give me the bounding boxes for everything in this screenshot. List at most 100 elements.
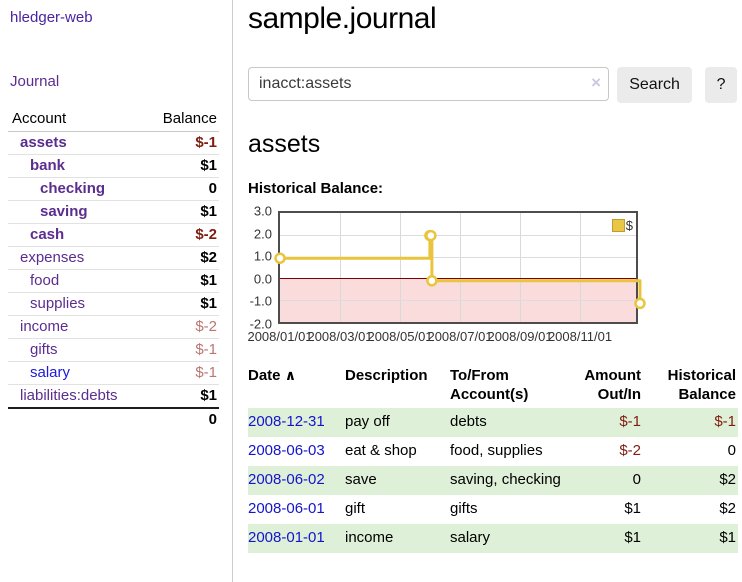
account-link-food[interactable]: food: [30, 272, 60, 289]
transaction-balance: $-1: [714, 413, 736, 430]
chart-title: Historical Balance:: [248, 180, 384, 197]
account-balance: $1: [144, 384, 219, 409]
transaction-balance: 0: [727, 442, 736, 459]
transaction-amount: 0: [632, 471, 641, 488]
transaction-amount: $-1: [619, 413, 641, 430]
help-button[interactable]: ?: [705, 67, 737, 103]
search-form: × Search ?: [248, 67, 737, 103]
register-header-date[interactable]: Date ∧: [248, 364, 345, 408]
transaction-date-link[interactable]: 2008-06-02: [248, 471, 325, 488]
transaction-balance: $2: [719, 500, 736, 517]
transaction-amount: $-2: [619, 442, 641, 459]
gridline: [340, 213, 341, 322]
register-row: 2008-01-01 income salary $1 $1: [248, 524, 738, 553]
clear-search-icon[interactable]: ×: [591, 73, 601, 92]
sidebar-item-journal[interactable]: Journal: [10, 73, 60, 90]
search-input[interactable]: [248, 67, 609, 101]
account-link-salary[interactable]: salary: [30, 364, 71, 381]
transaction-date-link[interactable]: 2008-12-31: [248, 413, 325, 430]
account-row-liabilities-debts: liabilities:debts $1: [8, 384, 219, 409]
transaction-balance: $2: [719, 471, 736, 488]
transaction-accounts: gifts: [450, 500, 478, 517]
transaction-amount: $1: [624, 500, 641, 517]
account-link-gifts[interactable]: gifts: [30, 341, 58, 358]
gridline: [280, 234, 636, 236]
main-content: sample.journal × Search ? assets Histori…: [233, 0, 742, 582]
account-row-bank: bank $1: [8, 154, 219, 178]
data-point-marker: [274, 252, 286, 264]
y-tick-label: 2.0: [253, 226, 272, 242]
transaction-date-link[interactable]: 2008-06-01: [248, 500, 325, 517]
account-balance: $1: [144, 292, 219, 316]
account-row-supplies: supplies $1: [8, 292, 219, 316]
x-tick-label: 2008/11/01: [547, 329, 613, 344]
register-header-balance: Historical Balance: [667, 367, 736, 403]
zero-baseline: [280, 278, 636, 280]
account-link-supplies[interactable]: supplies: [30, 295, 86, 312]
transaction-date-link[interactable]: 2008-06-03: [248, 442, 325, 459]
page-title: sample.journal: [248, 2, 437, 35]
account-row-expenses: expenses $2: [8, 246, 219, 270]
gridline: [400, 213, 401, 322]
y-tick-label: -2.0: [249, 316, 272, 332]
account-row-cash: cash $-2: [8, 223, 219, 247]
transaction-description: pay off: [345, 413, 390, 430]
y-tick-label: 0.0: [253, 271, 272, 287]
data-point-markers: [274, 229, 646, 310]
accounts-header-account: Account: [8, 107, 145, 132]
data-point-marker: [634, 297, 646, 310]
data-point-marker: [425, 229, 437, 242]
account-link-expenses[interactable]: expenses: [20, 249, 85, 266]
register-table: Date ∧ Description To/From Account(s) Am…: [248, 364, 738, 553]
transaction-accounts: salary: [450, 529, 491, 546]
account-row-gifts: gifts $-1: [8, 338, 219, 362]
register-row: 2008-06-02 save saving, checking 0 $2: [248, 466, 738, 495]
account-link-saving[interactable]: saving: [40, 203, 88, 220]
accounts-header-balance: Balance: [144, 107, 219, 132]
date-header-label: Date: [248, 367, 281, 384]
transaction-accounts: saving, checking: [450, 471, 561, 488]
transaction-description: eat & shop: [345, 442, 417, 459]
account-row-assets: assets $-1: [8, 131, 219, 155]
account-balance: $-1: [144, 131, 219, 155]
data-point-marker: [426, 275, 438, 287]
chart-plot-area[interactable]: $: [274, 211, 646, 324]
sort-ascending-icon: ∧: [284, 367, 297, 383]
account-heading: assets: [248, 130, 321, 158]
account-link-checking[interactable]: checking: [40, 180, 106, 197]
transaction-accounts: food, supplies: [450, 442, 543, 459]
transaction-description: gift: [345, 500, 366, 517]
register-header-amount: Amount Out/In: [584, 367, 641, 403]
balance-line-svg: [274, 229, 646, 310]
accounts-total-row: 0: [8, 407, 219, 431]
legend-swatch-icon: [611, 219, 625, 232]
account-balance: $1: [144, 200, 219, 224]
search-button[interactable]: Search: [617, 67, 693, 103]
transaction-balance: $1: [719, 529, 736, 546]
account-link-assets[interactable]: assets: [20, 134, 67, 151]
register-header-accounts: To/From Account(s): [450, 367, 529, 403]
y-tick-label: -1.0: [249, 293, 272, 309]
transaction-date-link[interactable]: 2008-01-01: [248, 529, 325, 546]
account-balance: $-2: [144, 315, 219, 339]
account-link-liabilities-debts[interactable]: liabilities:debts: [20, 387, 118, 404]
account-link-cash[interactable]: cash: [30, 226, 65, 243]
register-row: 2008-12-31 pay off debts $-1 $-1: [248, 408, 738, 437]
account-link-income[interactable]: income: [20, 318, 69, 335]
app-brand-link[interactable]: hledger-web: [10, 9, 93, 26]
x-tick-label: 2008/05/01: [367, 329, 433, 344]
x-tick-label: 2008/01/01: [247, 329, 313, 344]
x-tick-label: 2008/03/01: [307, 329, 373, 344]
transaction-accounts: debts: [450, 413, 487, 430]
transaction-description: income: [345, 529, 394, 546]
account-link-bank[interactable]: bank: [30, 157, 66, 174]
balance-line: [280, 234, 642, 304]
register-header-description: Description: [345, 367, 428, 384]
account-balance: 0: [144, 177, 219, 201]
y-tick-label: 3.0: [253, 203, 272, 219]
gridline: [280, 300, 636, 302]
account-balance: $-1: [144, 361, 219, 385]
chart-y-axis: 3.0 2.0 1.0 0.0 -1.0 -2.0: [248, 204, 272, 332]
account-balance: $-1: [144, 338, 219, 362]
balance-chart: 3.0 2.0 1.0 0.0 -1.0 -2.0 $: [247, 204, 737, 344]
